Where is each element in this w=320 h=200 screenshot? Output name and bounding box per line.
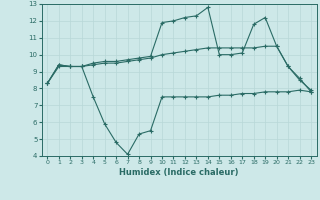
X-axis label: Humidex (Indice chaleur): Humidex (Indice chaleur): [119, 168, 239, 177]
